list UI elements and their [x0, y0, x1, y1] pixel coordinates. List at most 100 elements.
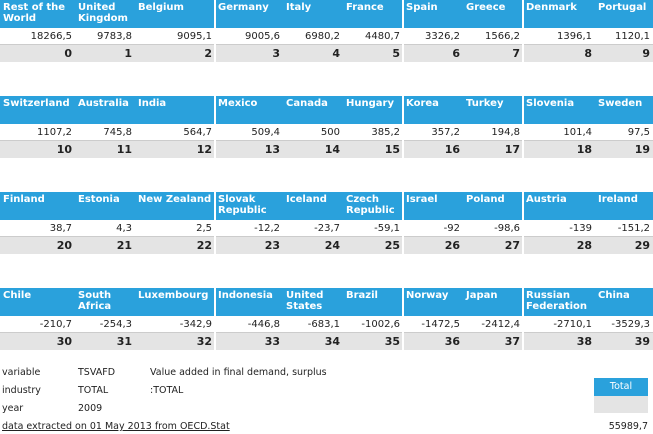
value-cell: 18266,5: [0, 28, 75, 45]
info-text: 2009: [78, 403, 103, 414]
info-text: variable: [2, 367, 41, 378]
separator: [402, 288, 404, 350]
index-cell: 37: [463, 333, 523, 350]
value-cell: 9783,8: [75, 28, 135, 45]
separator: [402, 96, 404, 158]
value-cell: -1002,6: [343, 316, 403, 333]
country-header: South Africa: [75, 288, 135, 316]
country-header: United States: [283, 288, 343, 316]
country-header: Poland: [463, 192, 523, 220]
country-header: Switzerland: [0, 96, 75, 124]
value-cell: 4,3: [75, 220, 135, 237]
index-cell: 34: [283, 333, 343, 350]
index-cell: 17: [463, 141, 523, 158]
country-header: Italy: [283, 0, 343, 28]
index-cell: 23: [215, 237, 283, 254]
country-header: Greece: [463, 0, 523, 28]
index-cell: 11: [75, 141, 135, 158]
value-cell: 97,5: [595, 124, 653, 141]
value-cell: 1566,2: [463, 28, 523, 45]
value-cell: -3529,3: [595, 316, 653, 333]
index-cell: 4: [283, 45, 343, 62]
info-text: Value added in final demand, surplus: [150, 367, 327, 378]
separator: [402, 192, 404, 254]
country-header: Mexico: [215, 96, 283, 124]
country-header: Chile: [0, 288, 75, 316]
info-text: industry: [2, 385, 41, 396]
value-cell: -210,7: [0, 316, 75, 333]
value-cell: 1120,1: [595, 28, 653, 45]
value-cell: 500: [283, 124, 343, 141]
total-label: Total: [594, 378, 648, 396]
value-cell: 745,8: [75, 124, 135, 141]
index-cell: 18: [523, 141, 595, 158]
value-cell: 2,5: [135, 220, 215, 237]
separator: [522, 0, 524, 62]
index-cell: 28: [523, 237, 595, 254]
country-header: Germany: [215, 0, 283, 28]
total-value: 55989,7: [608, 421, 648, 432]
index-cell: 1: [75, 45, 135, 62]
index-cell: 5: [343, 45, 403, 62]
index-cell: 12: [135, 141, 215, 158]
value-cell: -254,3: [75, 316, 135, 333]
index-cell: 16: [403, 141, 463, 158]
index-cell: 7: [463, 45, 523, 62]
separator: [402, 0, 404, 62]
value-cell: -446,8: [215, 316, 283, 333]
index-cell: 35: [343, 333, 403, 350]
value-cell: 509,4: [215, 124, 283, 141]
index-cell: 33: [215, 333, 283, 350]
separator: [214, 288, 216, 350]
country-header: Ireland: [595, 192, 653, 220]
country-header: Japan: [463, 288, 523, 316]
index-cell: 32: [135, 333, 215, 350]
value-cell: 3326,2: [403, 28, 463, 45]
separator: [522, 96, 524, 158]
value-cell: -342,9: [135, 316, 215, 333]
value-cell: -98,6: [463, 220, 523, 237]
separator: [214, 0, 216, 62]
country-header: Iceland: [283, 192, 343, 220]
value-cell: -2710,1: [523, 316, 595, 333]
index-cell: 22: [135, 237, 215, 254]
country-header: China: [595, 288, 653, 316]
value-cell: 357,2: [403, 124, 463, 141]
country-header: Spain: [403, 0, 463, 28]
value-cell: -151,2: [595, 220, 653, 237]
info-text: year: [2, 403, 24, 414]
country-header: Israel: [403, 192, 463, 220]
index-cell: 38: [523, 333, 595, 350]
country-header: New Zealand: [135, 192, 215, 220]
index-cell: 0: [0, 45, 75, 62]
value-cell: -92: [403, 220, 463, 237]
source-link[interactable]: data extracted on 01 May 2013 from OECD.…: [2, 421, 230, 432]
value-cell: -23,7: [283, 220, 343, 237]
value-cell: -59,1: [343, 220, 403, 237]
country-header: Russian Federation: [523, 288, 595, 316]
value-cell: 101,4: [523, 124, 595, 141]
separator: [522, 288, 524, 350]
index-cell: 6: [403, 45, 463, 62]
index-cell: 10: [0, 141, 75, 158]
country-header: Denmark: [523, 0, 595, 28]
country-header: Portugal: [595, 0, 653, 28]
value-cell: -12,2: [215, 220, 283, 237]
country-header: Canada: [283, 96, 343, 124]
value-cell: 1107,2: [0, 124, 75, 141]
country-header: Australia: [75, 96, 135, 124]
value-cell: 1396,1: [523, 28, 595, 45]
index-cell: 39: [595, 333, 653, 350]
value-cell: 38,7: [0, 220, 75, 237]
index-cell: 31: [75, 333, 135, 350]
index-cell: 29: [595, 237, 653, 254]
value-cell: 4480,7: [343, 28, 403, 45]
index-cell: 2: [135, 45, 215, 62]
index-cell: 15: [343, 141, 403, 158]
country-header: Belgium: [135, 0, 215, 28]
info-text: :TOTAL: [150, 385, 184, 396]
index-cell: 20: [0, 237, 75, 254]
country-header: Rest of the World: [0, 0, 75, 28]
country-header: France: [343, 0, 403, 28]
country-header: Estonia: [75, 192, 135, 220]
